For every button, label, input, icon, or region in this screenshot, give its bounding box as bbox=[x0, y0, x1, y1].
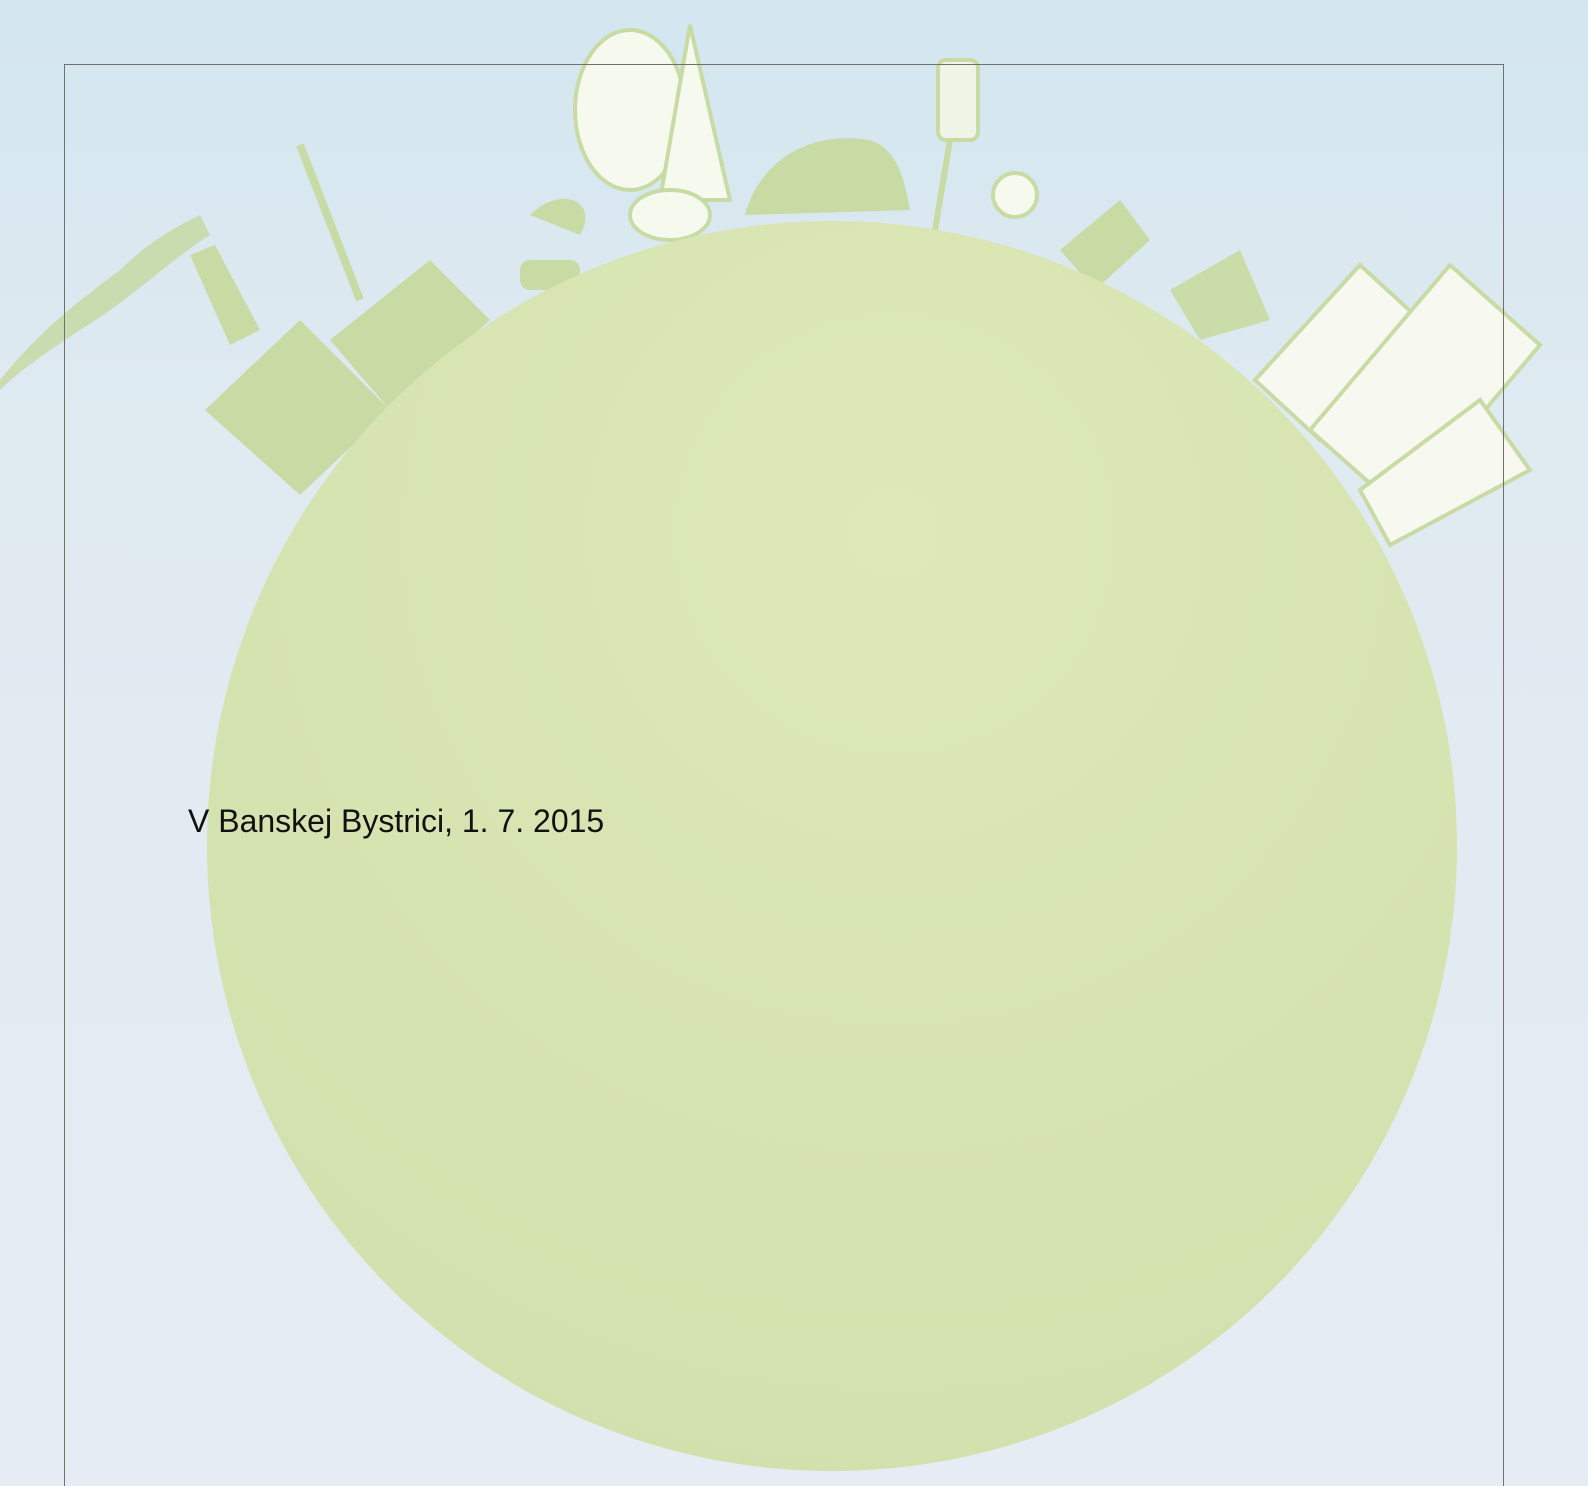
page-frame bbox=[64, 64, 1504, 1486]
date-line: V Banskej Bystrici, 1. 7. 2015 bbox=[188, 803, 605, 839]
